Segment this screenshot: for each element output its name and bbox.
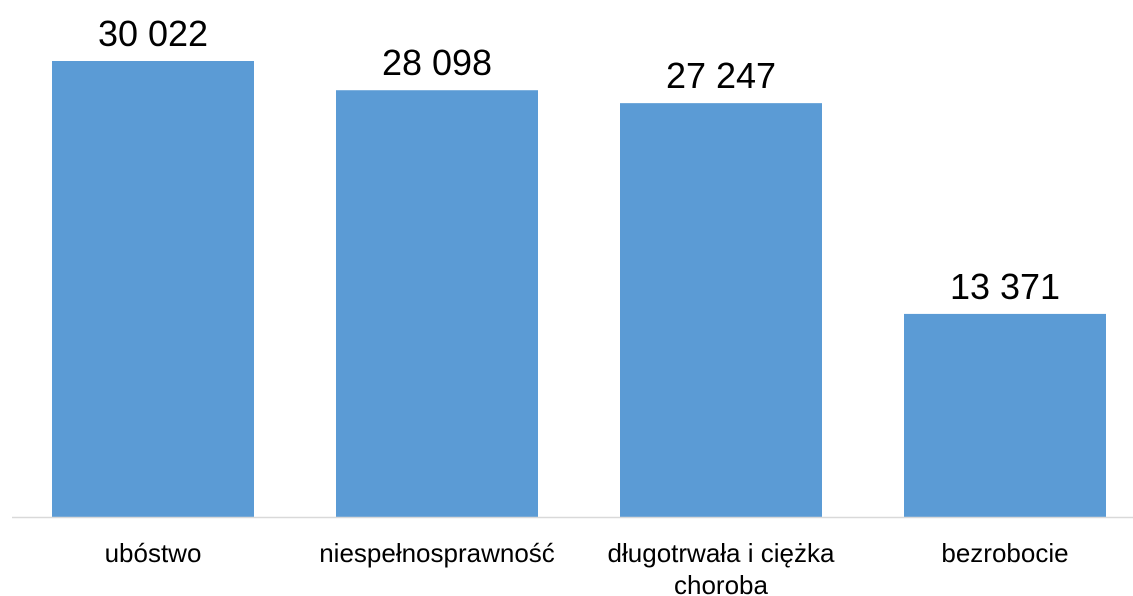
bar-4	[904, 313, 1106, 517]
data-label-3: 27 247	[666, 55, 776, 96]
data-label-2: 28 098	[382, 42, 492, 83]
category-label-2: niespełnosprawność	[319, 538, 555, 568]
category-labels-group: ubóstwo niespełnosprawność długotrwała i c…	[105, 538, 1069, 596]
category-label-4: bezrobocie	[941, 538, 1068, 568]
category-label-1: ubóstwo	[105, 538, 202, 568]
bar-1	[52, 61, 254, 517]
category-label-3-line-1: długotrwała i ciężka	[608, 538, 835, 568]
bars-group	[52, 61, 1106, 518]
data-label-1: 30 022	[98, 13, 208, 54]
bar-2	[336, 90, 538, 518]
category-label-3-line-2: choroba	[674, 570, 768, 596]
data-label-4: 13 371	[950, 266, 1060, 307]
bar-3	[620, 103, 822, 517]
value-labels-group: 30 022 28 098 27 247 13 371	[98, 13, 1060, 307]
